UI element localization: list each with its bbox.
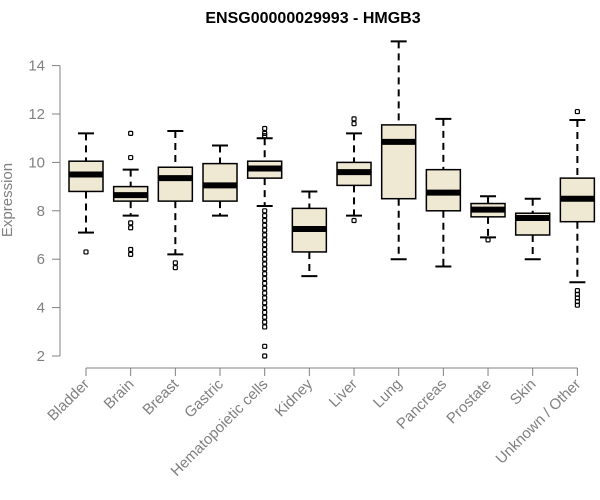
outlier-point (262, 305, 268, 311)
x-tick-label: Skin (507, 376, 540, 409)
outlier-point (262, 343, 268, 349)
outlier-point (128, 154, 134, 161)
outlier-point (262, 242, 268, 248)
outlier-point (128, 251, 134, 257)
outlier-point (351, 116, 357, 122)
x-tick-label: Brain (101, 376, 138, 413)
box-group (380, 40, 417, 261)
outlier-point (262, 256, 268, 262)
outlier-point (262, 300, 268, 306)
outlier-point (262, 261, 268, 267)
y-tick-label: 14 (28, 58, 45, 75)
outlier-point (262, 232, 268, 238)
y-tick-label: 8 (37, 203, 45, 220)
outlier-point (128, 246, 134, 253)
outlier-point (574, 108, 580, 115)
outlier-point (574, 302, 580, 308)
x-tick-label: Unknown / Other (493, 376, 585, 468)
box (380, 124, 417, 200)
y-axis: 2 4 6 8 10 12 14 (28, 58, 61, 365)
outlier-point (262, 125, 268, 132)
outlier-point (172, 260, 178, 266)
outlier-point (262, 213, 268, 219)
y-tick-label: 10 (28, 154, 45, 171)
outlier-point (262, 217, 268, 224)
outlier-point (351, 121, 357, 127)
outlier-point (262, 130, 268, 136)
box-group (68, 132, 104, 255)
box-group (559, 108, 596, 308)
y-axis-label: Expression (0, 163, 16, 237)
outlier-point (83, 249, 89, 255)
box-group (112, 130, 149, 257)
outlier-point (262, 133, 268, 139)
y-tick-label: 4 (37, 300, 45, 317)
box-group (514, 197, 551, 261)
outlier-point (262, 290, 268, 296)
outlier-point (262, 227, 268, 233)
outlier-point (262, 266, 268, 272)
chart-title: ENSG00000029993 - HMGB3 (205, 10, 420, 27)
outlier-point (262, 280, 268, 286)
box-group (291, 190, 328, 278)
y-tick-label: 12 (28, 106, 45, 123)
box-group (470, 195, 506, 243)
outlier-point (172, 265, 178, 271)
outlier-point (262, 222, 268, 228)
outlier-point (128, 130, 134, 136)
box-group (202, 144, 238, 217)
outlier-point (351, 217, 357, 224)
y-tick-label: 6 (37, 251, 45, 268)
outlier-point (262, 271, 268, 277)
x-tick-label: Bladder (44, 376, 93, 425)
x-tick-label: Breast (139, 375, 182, 418)
box-group (157, 129, 194, 271)
x-tick-label: Liver (326, 376, 361, 411)
outlier-point (262, 324, 268, 330)
outlier-point (262, 353, 268, 359)
y-tick-label: 2 (37, 348, 45, 365)
x-tick-label: Prostate (443, 376, 495, 428)
box-group (336, 116, 372, 224)
outlier-point (262, 319, 268, 325)
outlier-point (262, 314, 268, 320)
outlier-point (262, 208, 268, 214)
box-group (246, 125, 283, 359)
outlier-point (262, 285, 268, 291)
box-group (425, 117, 462, 268)
x-tick-label: Kidney (272, 375, 317, 420)
x-tick-label: Lung (370, 376, 406, 412)
outlier-point (128, 220, 134, 226)
outlier-point (262, 275, 268, 282)
plot-area (68, 40, 596, 359)
outlier-point (262, 246, 268, 253)
outlier-point (262, 309, 268, 316)
outlier-point (262, 295, 268, 301)
box (202, 162, 238, 202)
outlier-point (262, 237, 268, 243)
outlier-point (485, 237, 491, 243)
box (157, 166, 194, 202)
outlier-point (128, 225, 134, 231)
outlier-point (262, 251, 268, 257)
